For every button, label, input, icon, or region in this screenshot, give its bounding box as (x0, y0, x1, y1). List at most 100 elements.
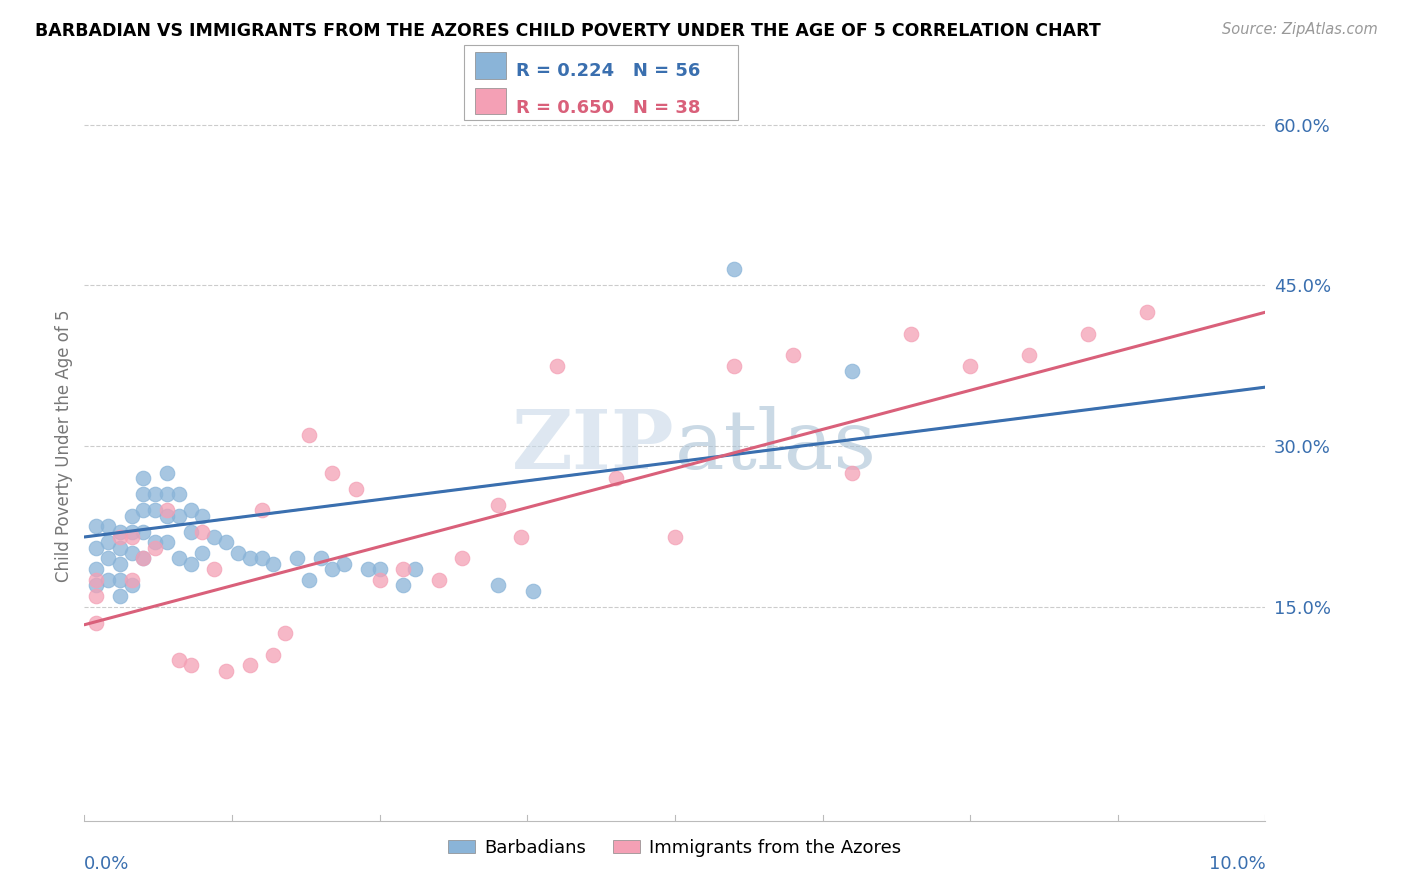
Point (132, 503, 155, 517)
Point (274, 626, 297, 640)
Point (156, 508, 179, 523)
Point (202, 562, 225, 576)
Point (321, 562, 343, 576)
Point (191, 508, 214, 523)
Text: atlas: atlas (675, 406, 877, 486)
Text: 10.0%: 10.0% (1209, 855, 1265, 873)
Point (368, 562, 391, 576)
Point (84, 541, 107, 555)
Point (782, 348, 804, 362)
Point (97, 535, 120, 549)
Point (167, 653, 190, 667)
Point (333, 557, 356, 571)
Point (344, 482, 367, 496)
Point (404, 562, 426, 576)
Point (1018, 348, 1040, 362)
Point (841, 466, 863, 480)
Point (546, 359, 568, 373)
Text: ZIP: ZIP (512, 406, 675, 486)
Point (191, 524, 214, 539)
Point (143, 541, 166, 555)
Point (97, 551, 120, 566)
Point (121, 524, 143, 539)
Point (108, 530, 131, 544)
Point (605, 471, 627, 485)
Point (959, 359, 981, 373)
Point (900, 326, 922, 341)
Point (132, 487, 155, 501)
Point (191, 546, 214, 560)
Point (121, 578, 143, 592)
Point (108, 557, 131, 571)
Point (180, 658, 202, 673)
Text: BARBADIAN VS IMMIGRANTS FROM THE AZORES CHILD POVERTY UNDER THE AGE OF 5 CORRELA: BARBADIAN VS IMMIGRANTS FROM THE AZORES … (35, 22, 1101, 40)
Point (156, 503, 179, 517)
Point (723, 359, 745, 373)
Point (427, 573, 450, 587)
Point (132, 551, 155, 566)
Point (522, 583, 544, 598)
Point (664, 530, 686, 544)
Point (215, 664, 238, 678)
Point (262, 648, 284, 662)
Point (84, 562, 107, 576)
Point (84, 573, 107, 587)
Point (108, 589, 131, 603)
Point (285, 551, 308, 566)
Y-axis label: Child Poverty Under the Age of 5: Child Poverty Under the Age of 5 (55, 310, 73, 582)
Point (321, 466, 343, 480)
Point (121, 530, 143, 544)
Point (97, 519, 120, 533)
Point (180, 524, 202, 539)
Point (132, 524, 155, 539)
Legend: Barbadians, Immigrants from the Azores: Barbadians, Immigrants from the Azores (441, 831, 908, 864)
Point (298, 573, 321, 587)
Point (368, 573, 391, 587)
Point (486, 498, 509, 512)
Point (167, 551, 190, 566)
Point (84, 589, 107, 603)
Point (250, 503, 273, 517)
Point (132, 551, 155, 566)
Point (97, 573, 120, 587)
Text: Source: ZipAtlas.com: Source: ZipAtlas.com (1222, 22, 1378, 37)
Point (121, 508, 143, 523)
Point (841, 364, 863, 378)
Point (357, 562, 380, 576)
Point (723, 262, 745, 277)
Point (143, 503, 166, 517)
Point (156, 487, 179, 501)
Point (108, 524, 131, 539)
Point (84, 519, 107, 533)
Text: R = 0.224   N = 56: R = 0.224 N = 56 (516, 62, 700, 80)
Point (121, 546, 143, 560)
Point (156, 535, 179, 549)
Text: R = 0.650   N = 38: R = 0.650 N = 38 (516, 98, 700, 117)
Point (108, 573, 131, 587)
Point (510, 530, 533, 544)
Point (392, 578, 415, 592)
Point (156, 466, 179, 480)
Point (309, 551, 332, 566)
Point (1136, 305, 1159, 319)
Point (167, 487, 190, 501)
Point (486, 578, 509, 592)
Point (143, 487, 166, 501)
Point (1077, 326, 1099, 341)
Point (239, 551, 262, 566)
Point (250, 551, 273, 566)
Point (132, 471, 155, 485)
Point (392, 562, 415, 576)
Point (239, 658, 262, 673)
Point (298, 428, 321, 442)
Point (202, 530, 225, 544)
Point (180, 503, 202, 517)
Point (226, 546, 249, 560)
Point (84, 578, 107, 592)
Point (167, 508, 190, 523)
Point (84, 615, 107, 630)
Text: 0.0%: 0.0% (84, 855, 129, 873)
Point (451, 551, 474, 566)
Point (180, 557, 202, 571)
Point (262, 557, 284, 571)
